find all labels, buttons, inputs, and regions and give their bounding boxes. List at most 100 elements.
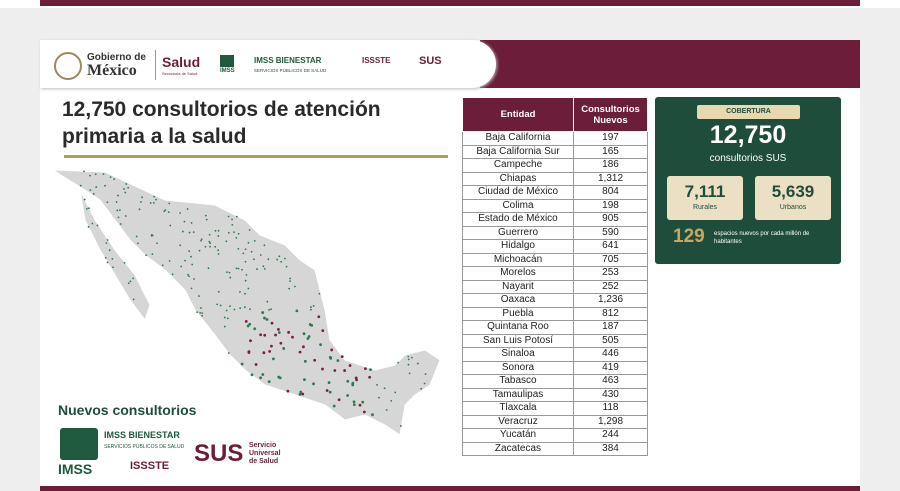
map-dot [217,235,220,237]
table-row: Ciudad de México 804 [462,185,648,200]
table-row: Quintana Roo 187 [462,320,648,335]
map-dot [354,376,358,380]
map-dot [106,261,109,264]
map-dot [376,384,378,386]
map-dot [407,363,410,366]
map-dot [233,231,235,233]
map-dot [245,273,248,276]
map-dot [207,267,210,270]
imss-icon [60,428,98,460]
table-row: Oaxaca 1,236 [462,293,648,308]
map-dot [200,238,203,241]
map-dot [201,314,204,317]
map-dot [259,333,263,337]
map-dot [277,331,281,334]
map-dot [321,367,324,371]
map-dot [116,209,119,212]
map-dot [169,224,172,227]
map-dot [228,271,231,274]
map-dot [137,242,139,245]
map-dot [242,252,245,255]
map-dot [383,387,386,390]
map-dot [117,216,120,219]
bottom-bar [40,486,860,491]
map-dot [249,339,252,343]
state-cell: Zacatecas [462,441,574,456]
salud-sub: Secretaría de Salud [162,71,198,76]
state-cell: Sonora [462,360,574,375]
map-dot [263,267,266,270]
table-row: Tlaxcala 118 [462,401,648,416]
map-dot [286,389,290,393]
map-dot [226,271,228,274]
count-cell: 804 [573,185,648,200]
map-dot [132,298,135,301]
map-dot [244,292,246,295]
count-cell: 812 [573,306,648,321]
table-row: Baja California 197 [462,131,648,146]
state-cell: Baja California [462,131,574,146]
map-dot [291,335,294,339]
gobierno-line2: México [87,62,137,79]
table: Entidad Consultorios Nuevos Baja Californ… [462,97,648,456]
map-dot [259,254,262,256]
map-dot [307,335,311,338]
map-dot [306,337,310,340]
map-dot [247,287,250,290]
count-cell: 384 [573,441,648,456]
issste: ISSSTE [362,56,391,65]
map-dot [262,351,266,355]
map-dot [168,202,171,205]
map-dot [407,355,410,358]
map-dot [188,231,191,234]
table-row: Estado de México 905 [462,212,648,227]
map-dot [106,239,109,241]
map-dot [113,178,116,180]
top-strip [0,0,900,8]
map-dot [87,225,90,228]
map-dot [410,356,413,359]
map-dot [135,235,138,238]
map-dot [183,220,186,223]
map-dot [91,222,94,225]
map-dot [153,195,155,198]
table-row: Zacatecas 384 [462,441,648,456]
map-dot [138,208,141,211]
map-dot [294,285,296,288]
per-million-caption: espacios nuevos por cada millón de habit… [714,231,810,245]
count-cell: 705 [573,252,648,267]
map-dot [265,318,269,321]
map-dot [244,279,247,282]
map-dot [266,300,269,303]
map-dot [180,265,183,268]
map-dot [325,389,329,392]
map-dot [115,201,118,203]
map-dot [250,373,254,377]
count-cell: 165 [573,144,648,159]
table-row: Colima 198 [462,198,648,213]
map-dot [108,249,111,252]
rural-value: 7,111 [684,182,726,201]
map-dot [229,276,232,279]
map-dot [368,375,372,379]
seal [54,52,82,80]
header-bar [480,40,860,88]
map-dot [89,189,92,192]
map-dot [280,260,283,263]
map-dot [271,357,275,361]
map-dot [111,257,114,260]
map-dot [237,267,240,270]
map-dot [267,380,271,384]
map-dot [270,344,273,348]
map-dot [312,382,315,386]
map [51,169,441,436]
map-dot [289,277,292,280]
imss-icon [220,55,234,67]
map-dot [223,316,226,319]
map-dot [239,307,242,310]
map-dot [352,403,356,407]
map-dot [112,266,114,269]
map-dot [124,191,127,194]
count-cell: 252 [573,279,648,294]
map-dot [362,410,366,414]
